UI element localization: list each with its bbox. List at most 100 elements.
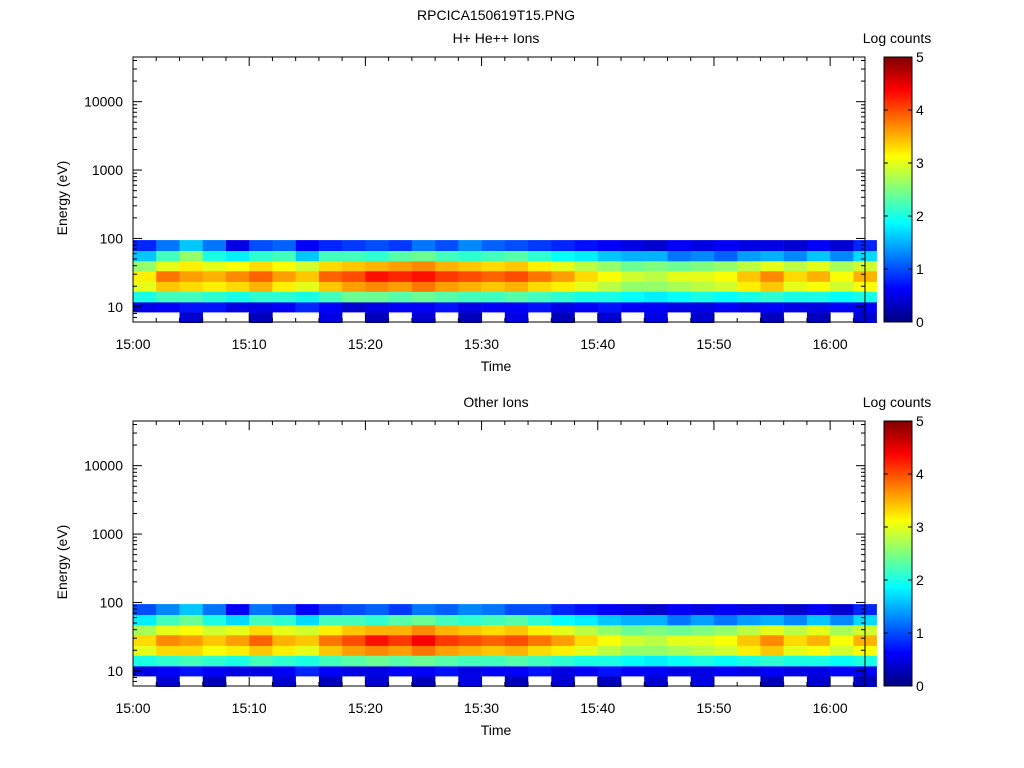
heatmap-cell (342, 291, 366, 303)
colorbar-tick-label: 3 (916, 519, 924, 535)
heatmap-cell (830, 271, 854, 282)
heatmap-cell (295, 301, 320, 313)
heatmap-cell (458, 604, 482, 615)
heatmap-cell (226, 665, 250, 677)
heatmap-cell (644, 676, 668, 687)
heatmap-cell (249, 291, 273, 303)
heatmap-cell (551, 291, 575, 303)
heatmap-cell (458, 280, 482, 292)
heatmap-cell (737, 665, 761, 677)
heatmap-cell (551, 301, 575, 313)
heatmap-cell (481, 635, 506, 646)
heatmap-cell (226, 280, 250, 292)
heatmap-cell (318, 644, 343, 656)
heatmap-cell (783, 655, 808, 667)
heatmap-cell (272, 624, 296, 636)
heatmap-cells (133, 240, 877, 323)
heatmap-cell (830, 291, 854, 303)
heatmap-cell (272, 301, 296, 313)
heatmap-cell (806, 655, 831, 667)
heatmap-cell (388, 250, 413, 262)
heatmap-cell (690, 635, 715, 646)
heatmap-cell (504, 271, 529, 282)
heatmap-cell (644, 291, 668, 303)
heatmap-cell (295, 644, 320, 656)
heatmap-cell (504, 614, 529, 626)
heatmap-cell (133, 271, 157, 282)
heatmap-cell (202, 676, 227, 687)
heatmap-cell (318, 604, 343, 615)
heatmap-cell (202, 271, 227, 282)
heatmap-cell (528, 301, 552, 313)
heatmap-cell (597, 635, 622, 646)
heatmap-cell (249, 635, 273, 646)
heatmap-cell (249, 665, 273, 677)
heatmap-cell (458, 624, 482, 636)
heatmap-cell (435, 655, 459, 667)
colorbar-tick-label: 0 (916, 314, 924, 330)
heatmap-cell (760, 644, 784, 656)
heatmap-cell (365, 250, 389, 262)
heatmap-cell (179, 250, 203, 262)
heatmap-cell (156, 301, 180, 313)
heatmap-cell (481, 604, 506, 615)
heatmap-cell (365, 614, 389, 626)
heatmap-cell (574, 644, 598, 656)
heatmap-cell (458, 644, 482, 656)
heatmap-cell (597, 271, 622, 282)
heatmap-cell (226, 250, 250, 262)
heatmap-cell (342, 655, 366, 667)
heatmap-cell (528, 260, 552, 272)
heatmap-cell (760, 665, 784, 677)
heatmap-cell (528, 644, 552, 656)
heatmap-cell (365, 271, 389, 282)
heatmap-cell (760, 271, 784, 282)
heatmap-cell (249, 301, 273, 313)
heatmap-cell (202, 635, 227, 646)
heatmap-cell (202, 604, 227, 615)
heatmap-cell (133, 260, 157, 272)
heatmap-cell (342, 665, 366, 677)
heatmap-cell (621, 604, 645, 615)
heatmap-cell (272, 665, 296, 677)
heatmap-cell (226, 271, 250, 282)
heatmap-cell (156, 655, 180, 667)
y-tick-label: 10 (107, 299, 123, 315)
heatmap-cell (760, 260, 784, 272)
heatmap-cell (179, 271, 203, 282)
heatmap-cell (597, 291, 622, 303)
heatmap-cell (737, 614, 761, 626)
heatmap-cell (249, 260, 273, 272)
heatmap-cell (760, 604, 784, 615)
heatmap-cell (504, 250, 529, 262)
heatmap-cell (806, 271, 831, 282)
heatmap-cell (737, 260, 761, 272)
heatmap-cell (551, 644, 575, 656)
heatmap-cell (551, 635, 575, 646)
plot-frame (132, 420, 866, 687)
heatmap-cell (667, 644, 691, 656)
heatmap-cell (690, 604, 715, 615)
heatmap-cell (714, 250, 738, 262)
heatmap-cell (574, 665, 598, 677)
heatmap-cell (621, 665, 645, 677)
heatmap-cell (597, 655, 622, 667)
heatmap-cell (295, 291, 320, 303)
heatmap-cell (179, 604, 203, 615)
heatmap-cell (411, 676, 436, 687)
heatmap-cell (156, 644, 180, 656)
heatmap-cell (690, 312, 715, 323)
heatmap-cell (156, 260, 180, 272)
heatmap-cell (667, 624, 691, 636)
heatmap-cell (783, 280, 808, 292)
heatmap-cell (179, 614, 203, 626)
heatmap-cell (597, 604, 622, 615)
heatmap-cell (621, 250, 645, 262)
plot-frame (132, 56, 866, 323)
heatmap-cell (249, 250, 273, 262)
heatmap-cell (133, 644, 157, 656)
heatmap-cell (597, 614, 622, 626)
heatmap-cell (760, 614, 784, 626)
heatmap-cell (760, 676, 784, 687)
heatmap-cell (504, 240, 529, 251)
